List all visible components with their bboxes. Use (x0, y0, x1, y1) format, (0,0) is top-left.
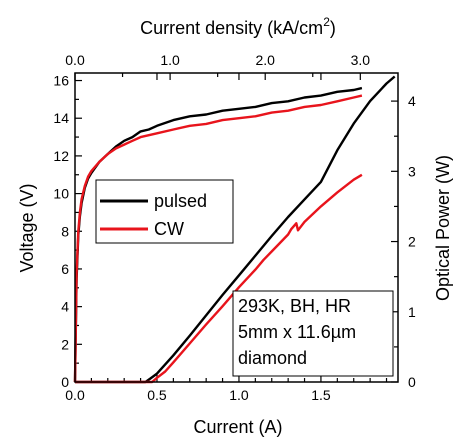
top-axis-title-superscript: 2 (323, 15, 330, 29)
y-tick-label: 4 (61, 299, 69, 315)
x2-tick-label: 2.0 (255, 52, 275, 68)
x2-tick-label: 1.0 (160, 52, 180, 68)
y2-tick-label: 0 (408, 374, 416, 390)
y2-tick-label: 3 (408, 163, 416, 179)
annotation-box (232, 290, 394, 377)
y-tick-label: 10 (53, 186, 69, 202)
legend: pulsed CW (95, 179, 234, 244)
bottom-axis-title: Current (A) (193, 417, 282, 437)
annotation-line-2: 5mm x 11.6µm (238, 322, 356, 342)
power-curve-cw (75, 173, 363, 384)
annotation: 293K, BH, HR 5mm x 11.6µm diamond (232, 290, 394, 377)
x-tick-label: 1.0 (229, 387, 249, 403)
series-layer (73, 75, 396, 384)
y2-tick-label: 1 (408, 304, 416, 320)
y-tick-label: 6 (61, 261, 69, 277)
y-tick-label: 2 (61, 336, 69, 352)
plot-frame (74, 72, 399, 383)
y2-tick-label: 4 (408, 93, 416, 109)
top-axis-title: Current density (kA/cm2) (140, 15, 336, 38)
y-tick-label: 8 (61, 223, 69, 239)
x-tick-label: 0.5 (147, 387, 167, 403)
left-axis-title: Voltage (V) (17, 183, 37, 272)
y-tick-label: 16 (53, 73, 69, 89)
y-tick-label: 0 (61, 374, 69, 390)
legend-label-pulsed: pulsed (154, 191, 207, 211)
x-tick-label: 0.0 (65, 387, 85, 403)
tick-layer: 0.0 0.5 1.0 1.50.0 1.0 2.0 3.00246810121416012… (53, 52, 416, 403)
y-tick-label: 12 (53, 148, 69, 164)
annotation-line-3: diamond (238, 348, 307, 368)
right-axis-title: Optical Power (W) (433, 155, 453, 301)
annotation-line-1: 293K, BH, HR (238, 296, 351, 316)
x-tick-label: 1.5 (311, 387, 331, 403)
voltage-curve-cw (73, 94, 363, 383)
x2-tick-label: 3.0 (351, 52, 371, 68)
y-tick-label: 14 (53, 110, 69, 126)
legend-label-cw: CW (154, 219, 184, 239)
legend-box (95, 179, 234, 244)
y2-tick-label: 2 (408, 234, 416, 250)
x2-tick-label: 0.0 (65, 52, 85, 68)
power-curve-pulsed (75, 75, 396, 384)
